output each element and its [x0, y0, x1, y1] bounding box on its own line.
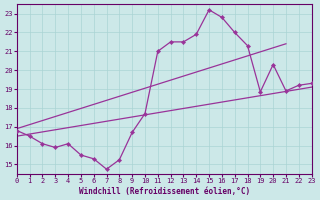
- X-axis label: Windchill (Refroidissement éolien,°C): Windchill (Refroidissement éolien,°C): [79, 187, 250, 196]
